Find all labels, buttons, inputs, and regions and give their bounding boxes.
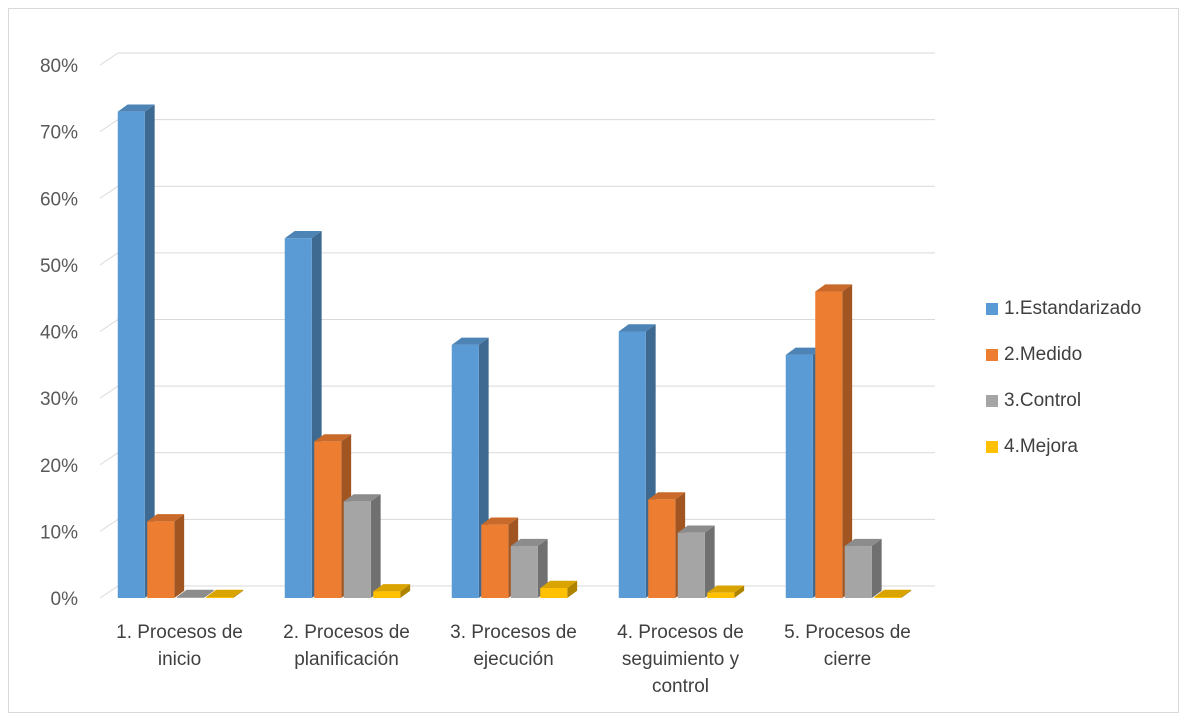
bar-front — [206, 597, 233, 598]
bar-side — [872, 539, 882, 598]
bars — [118, 104, 911, 598]
bar-front — [344, 501, 371, 598]
legend-swatch — [986, 395, 998, 407]
legend-item: 4.Mejora — [986, 424, 1141, 470]
bar-front — [619, 332, 646, 599]
bar-side — [371, 494, 381, 598]
bar-front — [874, 597, 901, 598]
x-tick-label: 3. Procesos de ejecución — [450, 622, 577, 670]
x-tick-label: 4. Procesos de seguimiento y control — [617, 622, 744, 697]
bar-front — [707, 593, 734, 598]
gridline — [100, 253, 935, 265]
bar-front — [373, 591, 400, 598]
bar-front — [147, 521, 174, 598]
y-tick-label: 60% — [40, 189, 78, 210]
gridline — [100, 320, 935, 332]
bar-front — [678, 533, 705, 598]
y-tick-label: 40% — [40, 323, 78, 344]
y-tick-label: 80% — [40, 56, 78, 77]
legend-swatch — [986, 349, 998, 361]
bar-front — [845, 546, 872, 598]
x-tick-label: 5. Procesos de cierre — [784, 622, 911, 670]
legend-item: 2.Medido — [986, 332, 1141, 378]
x-tick-label: 2. Procesos de planificación — [283, 622, 410, 670]
bar-side — [705, 526, 715, 598]
gridline — [100, 120, 935, 132]
y-axis-ticks: 0% 10% 20% 30% 40% 50% 60% 70% 80% — [40, 56, 78, 610]
x-axis-labels: 1. Procesos de inicio 2. Procesos de planif… — [116, 622, 911, 697]
bar-front — [540, 588, 567, 598]
bar-side — [174, 514, 184, 598]
bar-front — [511, 546, 538, 598]
legend-label: 2.Medido — [1004, 344, 1082, 366]
legend-label: 4.Mejora — [1004, 436, 1078, 458]
bar — [147, 514, 184, 598]
bar-front — [786, 355, 813, 598]
legend-item: 1.Estandarizado — [986, 286, 1141, 332]
bar-front — [177, 597, 204, 598]
x-tick-label: 1. Procesos de inicio — [116, 622, 243, 670]
legend: 1.Estandarizado 2.Medido 3.Control 4.Mejora — [986, 286, 1141, 470]
legend-swatch — [986, 303, 998, 315]
bar-front — [815, 292, 842, 598]
y-tick-label: 30% — [40, 389, 78, 410]
legend-label: 3.Control — [1004, 390, 1081, 412]
bar-front — [648, 499, 675, 598]
legend-item: 3.Control — [986, 378, 1141, 424]
bar-front — [285, 238, 312, 598]
y-tick-label: 10% — [40, 522, 78, 543]
legend-swatch — [986, 441, 998, 453]
bar — [344, 494, 381, 598]
bar-front — [452, 345, 479, 598]
bar-front — [314, 441, 341, 598]
bar — [845, 539, 882, 598]
gridline — [100, 53, 935, 65]
gridline — [100, 186, 935, 198]
y-tick-label: 70% — [40, 123, 78, 144]
y-tick-label: 0% — [51, 589, 79, 610]
bar-front — [118, 112, 145, 598]
legend-label: 1.Estandarizado — [1004, 298, 1141, 320]
y-tick-label: 20% — [40, 456, 78, 477]
y-tick-label: 50% — [40, 256, 78, 277]
bar-front — [481, 525, 508, 598]
bar — [678, 526, 715, 598]
